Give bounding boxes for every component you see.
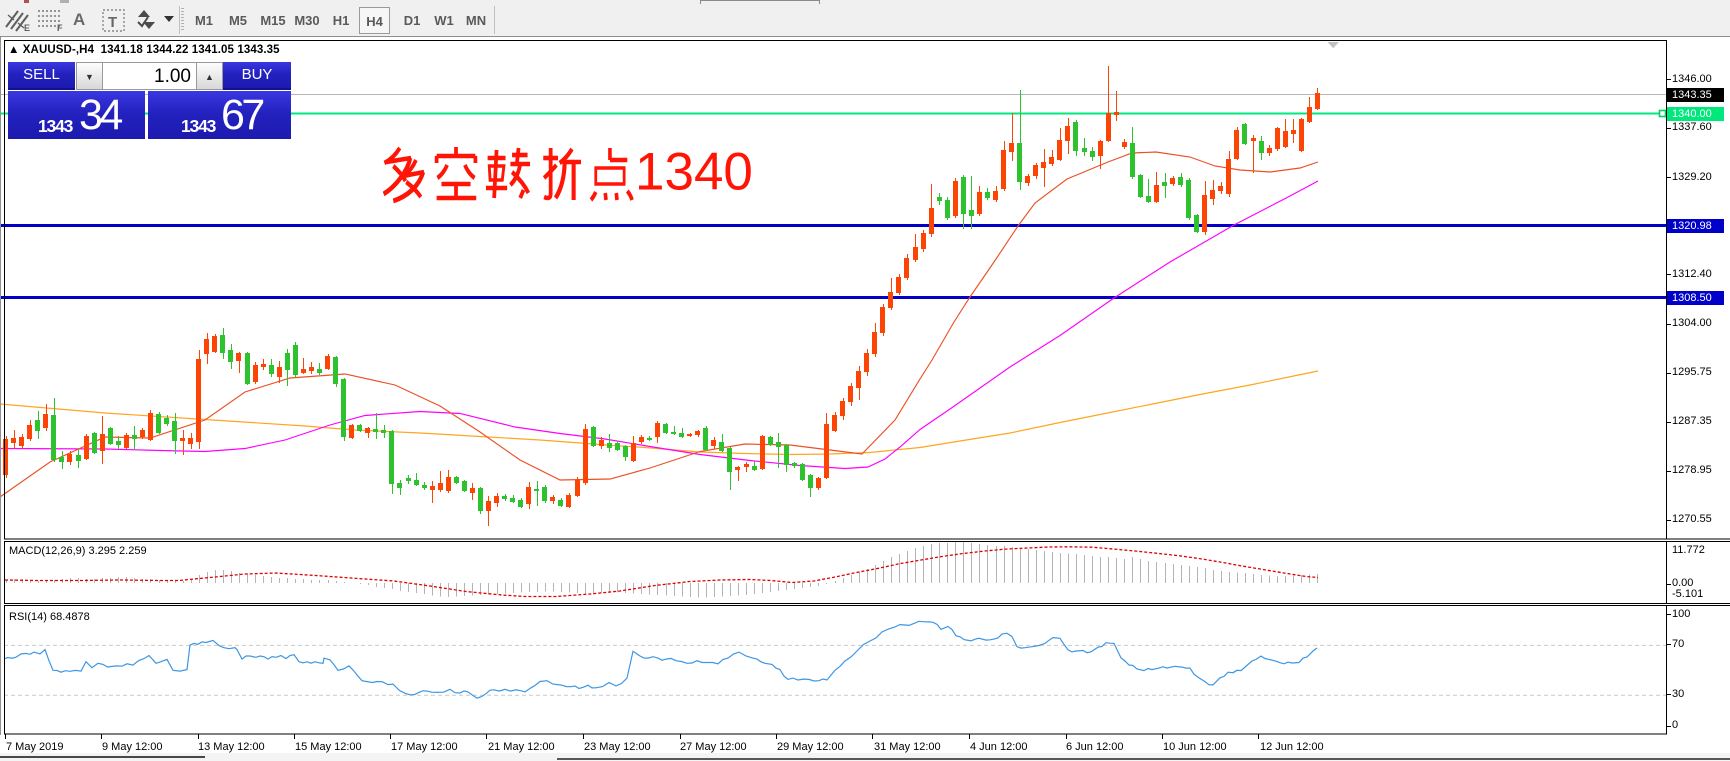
svg-text:1340: 1340 xyxy=(635,143,753,202)
svg-text:E: E xyxy=(24,23,30,33)
svg-text:T: T xyxy=(108,14,117,31)
svg-text:F: F xyxy=(57,23,63,33)
